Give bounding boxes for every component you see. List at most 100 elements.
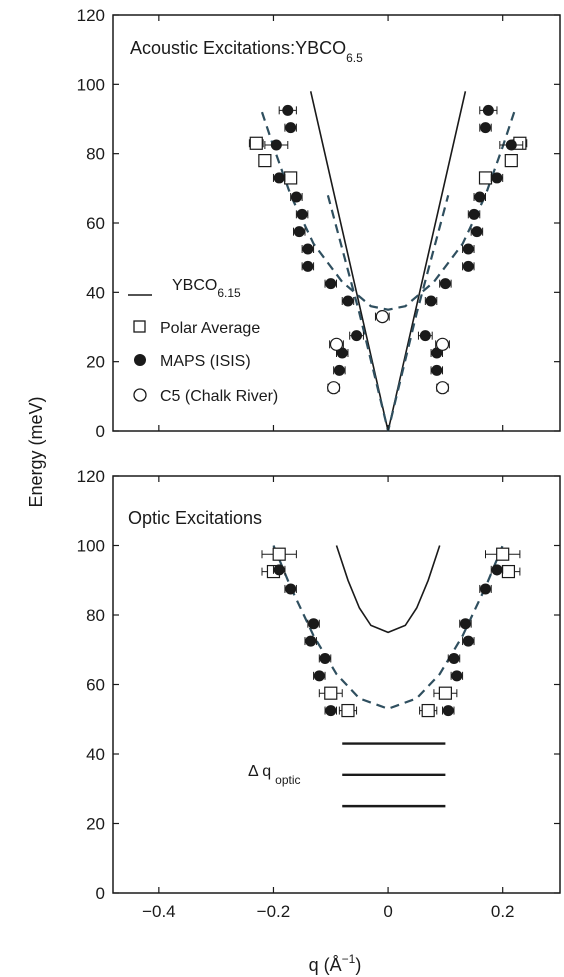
data-point-maps — [451, 670, 463, 682]
y-tick-label: 20 — [86, 815, 105, 834]
y-tick-label: 0 — [96, 884, 105, 903]
data-point-maps — [285, 122, 297, 134]
data-point-maps — [273, 172, 285, 184]
data-point-maps — [480, 122, 491, 134]
data-point-maps — [480, 583, 491, 595]
panel-optic: 0 20 40 60 80 100 120 −0.4 −0.2 0 0.2 Optic Excita… — [77, 467, 561, 921]
data-point-maps — [468, 208, 480, 220]
data-point-maps — [325, 278, 337, 290]
data-point-maps — [448, 652, 460, 664]
data-point-maps — [273, 564, 285, 576]
data-point-maps — [439, 278, 451, 290]
y-tick-label: 0 — [96, 422, 105, 441]
data-point-maps — [293, 226, 305, 238]
x-tick-label: −0.4 — [142, 902, 176, 921]
x-tick-label: 0.2 — [491, 902, 515, 921]
panel-acoustic: 0 20 40 60 80 100 120 Acoustic Excitations:YBC… — [77, 6, 561, 441]
data-point-maps — [296, 208, 308, 220]
plot-marks-acoustic — [248, 91, 528, 432]
data-point-maps — [462, 260, 474, 272]
plot-marks-optic — [261, 545, 521, 808]
data-point-polar — [496, 547, 510, 561]
dashed-fit-curve — [326, 195, 450, 432]
data-point-polar — [478, 171, 493, 185]
data-point-maps — [491, 172, 503, 184]
data-point-maps — [462, 635, 474, 647]
data-point-c5 — [435, 381, 450, 395]
data-point-maps — [471, 226, 483, 238]
data-point-maps — [308, 618, 320, 630]
data-point-polar — [341, 703, 355, 718]
data-point-maps — [505, 139, 517, 151]
data-point-c5 — [375, 310, 389, 324]
y-tick-label: 80 — [86, 145, 105, 164]
data-point-polar — [324, 686, 338, 700]
data-point-polar — [249, 136, 263, 150]
y-tick-label: 120 — [77, 467, 105, 486]
legend-label-maps: MAPS (ISIS) — [160, 353, 251, 370]
axis-ticks-optic: 0 20 40 60 80 100 120 −0.4 −0.2 0 0.2 — [77, 467, 560, 921]
x-tick-label: −0.2 — [257, 902, 291, 921]
y-tick-label: 120 — [77, 6, 105, 25]
data-point-maps — [474, 191, 486, 203]
legend-label-polar: Polar Average — [160, 320, 260, 337]
data-point-maps — [282, 104, 294, 116]
data-point-c5 — [329, 337, 344, 351]
data-point-maps — [313, 670, 325, 682]
y-axis-label: Energy (meV) — [26, 396, 46, 507]
data-point-maps — [342, 295, 354, 307]
data-point-maps — [459, 618, 471, 630]
solid-model-curve — [309, 91, 467, 432]
y-tick-label: 100 — [77, 75, 105, 94]
chart-title-acoustic: Acoustic Excitations:YBCO6.5 — [130, 38, 363, 65]
dashed-fit-curve — [260, 111, 516, 311]
chart-title-optic: Optic Excitations — [128, 508, 262, 528]
legend-filled-circle-swatch — [134, 354, 146, 366]
y-tick-label: 40 — [86, 283, 105, 302]
data-point-maps — [431, 347, 443, 359]
y-tick-label: 100 — [77, 537, 105, 556]
data-point-maps — [302, 243, 314, 255]
data-point-maps — [442, 705, 454, 717]
y-tick-label: 80 — [86, 606, 105, 625]
data-point-polar — [421, 703, 435, 718]
y-tick-label: 60 — [86, 214, 105, 233]
data-point-polar — [272, 547, 286, 561]
data-point-polar — [438, 686, 452, 700]
legend-square-swatch — [133, 320, 146, 333]
data-point-maps — [431, 364, 443, 376]
y-tick-label: 40 — [86, 745, 105, 764]
y-tick-label: 20 — [86, 353, 105, 372]
data-point-maps — [336, 347, 348, 359]
delta-q-annotation: Δ q optic — [248, 763, 301, 787]
data-point-maps — [305, 635, 317, 647]
data-point-c5 — [435, 337, 450, 351]
data-point-maps — [270, 139, 282, 151]
x-tick-label: 0 — [383, 902, 392, 921]
data-point-maps — [285, 583, 297, 595]
legend-label-c5: C5 (Chalk River) — [160, 388, 278, 405]
solid-model-curve — [335, 545, 441, 634]
dashed-fit-curve — [272, 545, 504, 710]
axes-frame-optic — [112, 475, 561, 894]
legend-label-ybco: YBCO6.15 — [172, 277, 241, 300]
data-point-maps — [425, 295, 437, 307]
data-point-maps — [419, 330, 431, 342]
data-point-maps — [462, 243, 474, 255]
x-axis-label: q (Å−1) — [309, 952, 362, 975]
data-point-maps — [325, 705, 337, 717]
legend-open-circle-swatch — [133, 388, 147, 402]
data-point-c5 — [327, 381, 341, 395]
data-point-maps — [482, 104, 494, 116]
data-point-maps — [319, 652, 331, 664]
data-point-polar — [258, 154, 272, 168]
axis-ticks-acoustic: 0 20 40 60 80 100 120 — [77, 6, 560, 441]
data-point-polar — [504, 154, 518, 168]
y-tick-label: 60 — [86, 676, 105, 695]
data-point-maps — [333, 364, 345, 376]
data-point-maps — [302, 260, 314, 272]
data-point-maps — [351, 330, 363, 342]
legend: YBCO6.15 Polar Average MAPS (ISIS) C5 (C… — [128, 277, 278, 405]
data-point-maps — [290, 191, 302, 203]
